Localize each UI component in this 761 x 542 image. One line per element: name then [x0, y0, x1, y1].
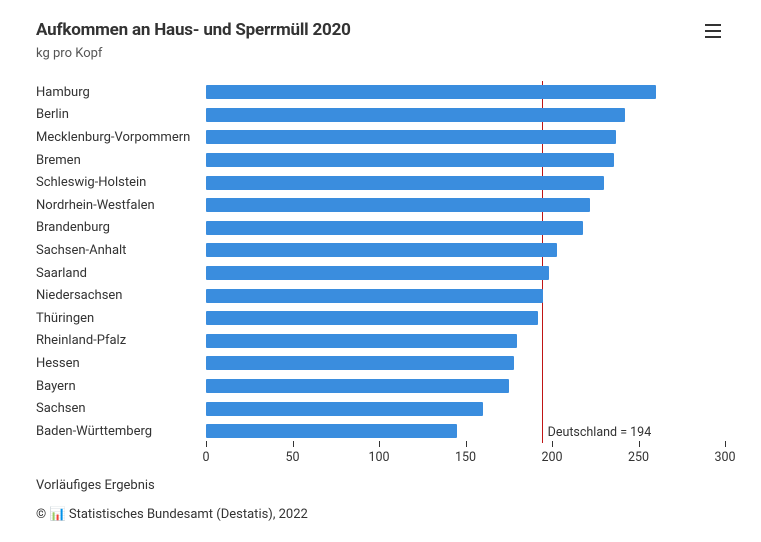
bar [206, 402, 483, 416]
category-label: Brandenburg [36, 220, 110, 235]
category-label: Hamburg [36, 85, 90, 100]
x-tick-label: 50 [285, 450, 299, 465]
category-label: Baden-Württemberg [36, 424, 152, 439]
bar [206, 85, 656, 99]
chart-title: Aufkommen an Haus- und Sperrmüll 2020 [36, 20, 351, 40]
x-tick [725, 441, 726, 447]
bar [206, 153, 614, 167]
x-tick-label: 250 [628, 450, 649, 465]
x-tick-label: 100 [368, 450, 389, 465]
x-tick-label: 200 [541, 450, 562, 465]
category-label: Hessen [36, 356, 80, 371]
x-tick [552, 441, 553, 447]
bar [206, 108, 625, 122]
bar [206, 266, 549, 280]
category-label: Bayern [36, 379, 76, 394]
chart-footnote: Vorläufiges Ergebnis [36, 478, 725, 493]
x-tick [293, 441, 294, 447]
hamburger-icon [705, 24, 721, 38]
category-label: Thüringen [36, 311, 94, 326]
bar [206, 198, 590, 212]
x-tick [206, 441, 207, 447]
bar [206, 311, 538, 325]
category-label: Niedersachsen [36, 288, 123, 303]
x-tick [466, 441, 467, 447]
chart-subtitle: kg pro Kopf [36, 46, 351, 61]
bar [206, 243, 557, 257]
category-label: Nordrhein-Westfalen [36, 198, 155, 213]
category-label: Rheinland-Pfalz [36, 333, 126, 348]
category-label: Mecklenburg-Vorpommern [36, 130, 190, 145]
bar [206, 176, 604, 190]
bar [206, 221, 583, 235]
x-tick-label: 0 [202, 450, 209, 465]
credit-icon: 📊 [49, 507, 65, 522]
bar [206, 379, 509, 393]
bar [206, 356, 514, 370]
x-tick [379, 441, 380, 447]
bar [206, 424, 457, 438]
category-label: Saarland [36, 266, 87, 281]
category-label: Schleswig-Holstein [36, 175, 146, 190]
x-tick-label: 300 [714, 450, 735, 465]
category-label: Sachsen [36, 401, 86, 416]
chart-credit: © 📊 Statistisches Bundesamt (Destatis), … [36, 507, 725, 522]
chart-menu-button[interactable] [701, 20, 725, 42]
x-tick [639, 441, 640, 447]
bar [206, 130, 616, 144]
category-label: Sachsen-Anhalt [36, 243, 126, 258]
bar-chart: Hamburg Berlin Mecklenburg-Vorpommern Breme… [36, 81, 725, 470]
bar [206, 334, 517, 348]
category-label: Berlin [36, 107, 69, 122]
x-tick-label: 150 [455, 450, 476, 465]
x-axis: 050100150200250300 [206, 444, 725, 470]
bar [206, 289, 543, 303]
category-label: Bremen [36, 153, 81, 168]
